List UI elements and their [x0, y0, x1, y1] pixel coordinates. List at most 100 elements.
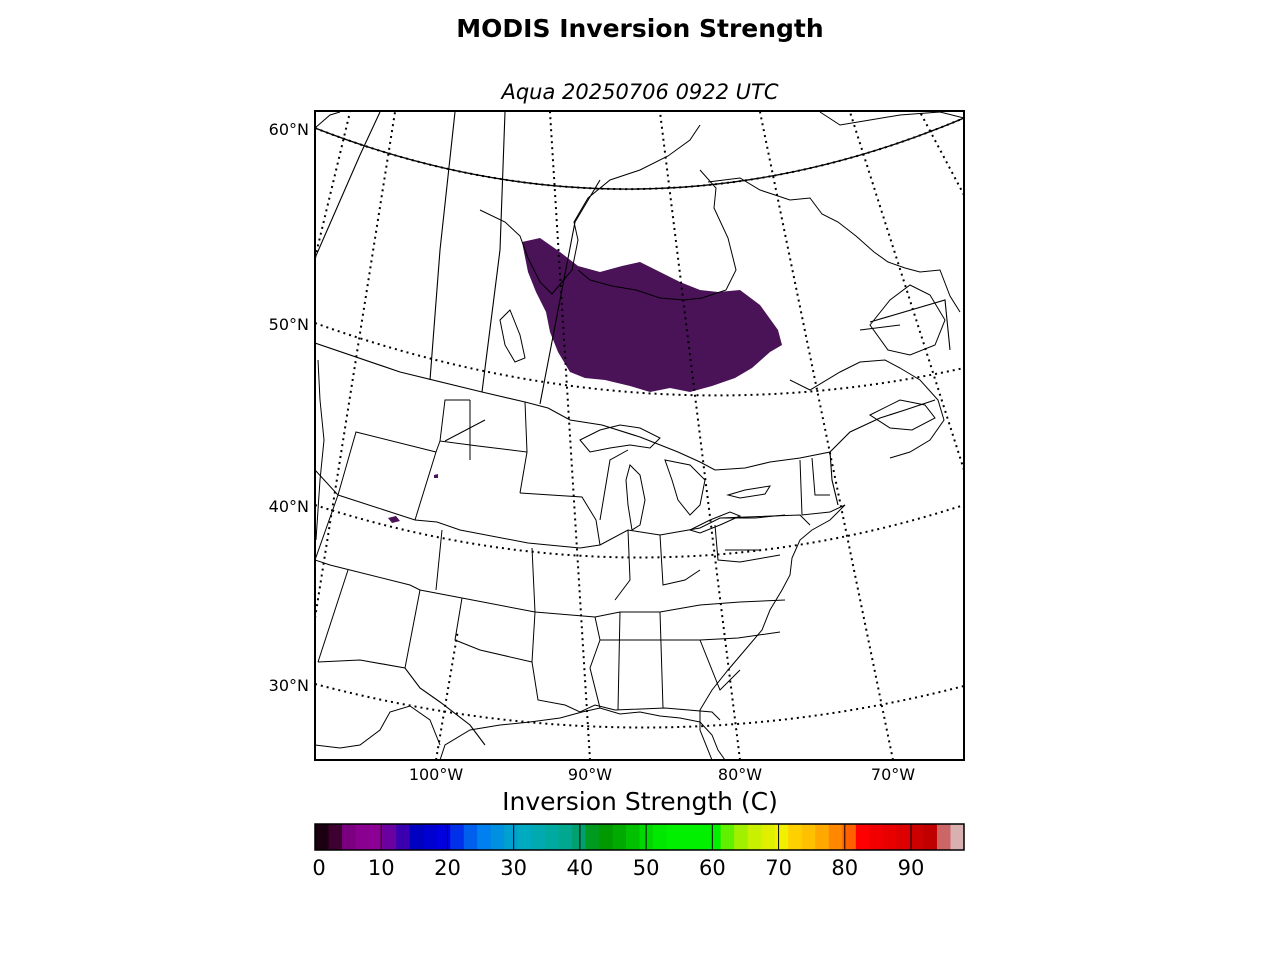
colorbar-label: Inversion Strength (C): [502, 787, 778, 816]
colorbar-tick-label: 90: [898, 856, 925, 880]
meridian-90w: [549, 111, 591, 760]
colorbar-swatch: [909, 824, 925, 850]
us-canada-border-east: [829, 451, 839, 506]
colorbar-swatch: [423, 824, 438, 850]
baja-mexico-coast: [315, 705, 441, 749]
parallel-40n: [315, 504, 964, 559]
lat-label: 40°N: [269, 497, 309, 516]
inversion-data-speck: [388, 516, 400, 523]
inversion-data-speck: [434, 474, 438, 478]
colorbar-swatch: [450, 824, 465, 850]
colorbar-swatch: [923, 824, 938, 850]
colorbar-swatch: [625, 824, 641, 850]
colorbar-swatch: [571, 824, 587, 850]
parallel-60n-solid: [315, 117, 964, 190]
colorbar-swatch: [355, 824, 370, 850]
parallel-30n: [315, 683, 964, 729]
colorbar-swatch: [531, 824, 546, 850]
colorbar-swatch: [828, 824, 843, 850]
lat-label: 30°N: [269, 676, 309, 695]
colorbar-swatch: [612, 824, 627, 850]
colorbar-swatch: [815, 824, 830, 850]
colorbar-swatch: [801, 824, 816, 850]
colorbar-swatch: [869, 824, 884, 850]
colorbar-swatch: [598, 824, 614, 850]
quebec-labrador-border: [859, 299, 951, 351]
colorbar-swatch: [734, 824, 749, 850]
political-boundaries: [315, 111, 951, 746]
colorbar-swatch: [463, 824, 478, 850]
lon-label: 80°W: [718, 765, 762, 784]
canada-province-borders: [315, 111, 601, 405]
figure-subtitle: Aqua 20250706 0922 UTC: [501, 80, 779, 104]
colorbar-swatch: [517, 824, 532, 850]
colorbar-swatch: [396, 824, 411, 850]
alaska-coast: [315, 111, 341, 129]
parallel-50n: [315, 322, 964, 397]
colorbar-swatch: [761, 824, 776, 850]
colorbar-swatch: [558, 824, 573, 850]
colorbar-swatch: [788, 824, 803, 850]
colorbar-swatch: [490, 824, 505, 850]
colorbar-swatch: [693, 824, 708, 850]
colorbar: [315, 824, 965, 850]
nova-scotia: [868, 399, 936, 431]
graticule: [315, 111, 964, 760]
gulf-st-lawrence-coast: [789, 359, 945, 459]
map-frame: [314, 110, 965, 761]
atlantic-coast: [699, 504, 846, 760]
colorbar-swatch: [436, 824, 451, 850]
colorbar-tick-label: 40: [567, 856, 594, 880]
colorbar-swatch: [342, 824, 357, 850]
colorbar-swatch: [747, 824, 762, 850]
colorbar-tick-label: 30: [500, 856, 527, 880]
colorbar-tick-label: 70: [765, 856, 792, 880]
ungava-labrador-coast: [707, 177, 961, 313]
colorbar-ticks: 0 10 20 30 40 50 60 70 80 90: [312, 824, 924, 880]
great-lakes: [499, 309, 772, 534]
coastlines: [315, 111, 964, 760]
colorbar-tick-label: 60: [699, 856, 726, 880]
colorbar-swatch: [950, 824, 965, 850]
colorbar-swatch: [842, 824, 857, 850]
meridian-110w: [315, 111, 351, 259]
colorbar-tick-label: 20: [434, 856, 461, 880]
lon-label: 100°W: [409, 765, 464, 784]
meridian-100w-lower: [435, 629, 459, 760]
meridian-70w: [759, 111, 894, 760]
colorbar-swatch: [382, 824, 397, 850]
colorbar-swatch: [936, 824, 952, 850]
florida: [699, 721, 726, 760]
us-mexico-border: [317, 659, 486, 746]
meridian-60w: [849, 111, 964, 471]
us-state-boundaries: [315, 399, 846, 721]
colorbar-tick-label: 0: [312, 856, 325, 880]
lat-label: 50°N: [269, 315, 309, 334]
hudson-bay-coast: [479, 124, 737, 301]
inversion-data-overlay: [522, 238, 782, 392]
colorbar-swatch: [544, 824, 559, 850]
newfoundland: [869, 284, 946, 356]
lake-winnipeg: [499, 309, 526, 363]
colorbar-swatch: [680, 824, 695, 850]
colorbar-swatch: [882, 824, 897, 850]
map-plot-area: [315, 111, 964, 760]
pacific-coast: [315, 359, 325, 541]
colorbar-swatch: [774, 824, 789, 850]
baffin-coast: [819, 111, 964, 126]
colorbar-swatch: [585, 824, 600, 850]
lake-huron: [664, 459, 706, 516]
lake-ontario: [726, 485, 772, 499]
lake-superior: [579, 424, 661, 453]
colorbar-swatch: [666, 824, 681, 850]
colorbar-swatch: [328, 824, 343, 850]
colorbar-tick-label: 80: [831, 856, 858, 880]
figure-title: MODIS Inversion Strength: [456, 14, 824, 43]
lon-label: 90°W: [568, 765, 612, 784]
colorbar-swatch: [707, 824, 722, 850]
meridian-50w: [919, 111, 964, 196]
colorbar-tick-label: 50: [633, 856, 660, 880]
colorbar-swatch: [653, 824, 668, 850]
colorbar-swatch: [720, 824, 735, 850]
